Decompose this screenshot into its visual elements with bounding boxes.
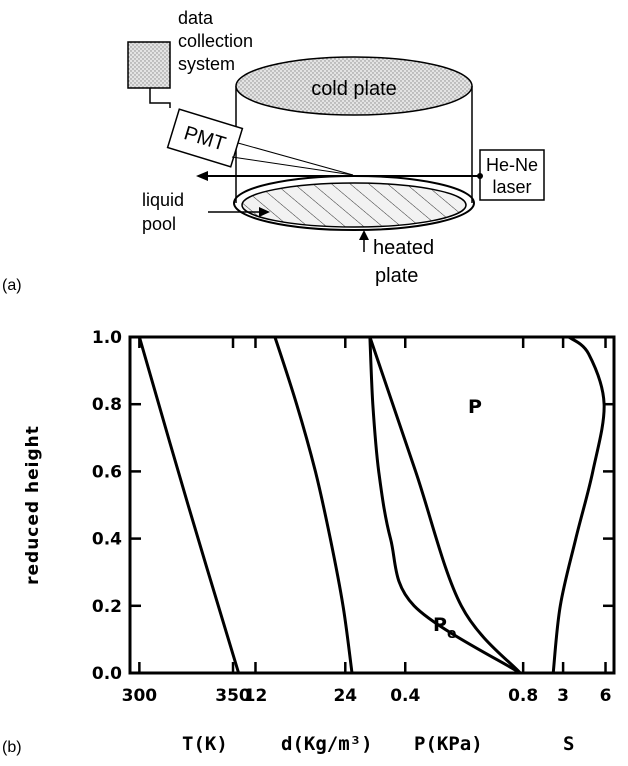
curve-label-p: P [468,396,482,418]
temperature-tick-label-1: 350 [215,686,251,706]
data-collection-label-1: data [178,8,214,28]
temperature-tick-label-0: 300 [122,686,158,706]
laser-label-2: laser [492,177,531,197]
y-tick-label-4: 0.8 [92,395,122,415]
heated-plate-arrowhead [359,230,369,240]
y-tick-label-2: 0.4 [92,530,122,550]
y-tick-label-1: 0.2 [92,597,122,617]
density-tick-label-0: 12 [244,686,268,706]
y-tick-label-5: 1.0 [92,328,122,348]
curve-label-pe-main: P [433,614,447,636]
y-axis: 0.0 0.2 0.4 0.6 0.8 1.0 [92,328,614,684]
pressure-curve-p [368,336,522,675]
plot-frame [128,335,616,675]
y-axis-label: reduced height [23,425,43,585]
pressure-curve-pe [368,336,522,675]
laser-label-1: He-Ne [486,155,538,175]
pmt-ray-1 [237,142,354,176]
heated-plate-label-1: heated [373,237,434,259]
y-tick-label-0: 0.0 [92,664,122,684]
data-collection-label-3: system [178,54,235,74]
pressure-tick-label-0: 0.4 [390,686,420,706]
pressure-tick-label-1: 0.8 [508,686,538,706]
density-curve [273,336,354,674]
data-collection-label-2: collection [178,31,253,51]
entropy-tick-label-1: 6 [600,686,612,706]
x-title-temperature: T(K) [182,733,228,755]
x-title-entropy: S [563,733,574,755]
curve-label-pe: Pe [433,614,456,642]
heated-plate [233,175,475,231]
cold-plate [235,56,473,116]
cold-plate-label: cold plate [311,78,397,100]
pmt-ray-2 [231,156,354,176]
liquid-pool-label-2: pool [142,214,176,234]
laser-box [479,149,545,201]
laser-beam-dot [477,173,483,179]
laser-beam-arrowhead [196,171,208,181]
panel-b-tag: (b) [2,739,22,756]
pmt-box [166,108,244,168]
y-tick-label-3: 0.6 [92,462,122,482]
density-tick-label-1: 24 [333,686,357,706]
panel-a-tag: (a) [2,277,22,294]
liquid-pool [241,182,467,228]
entropy-curve [551,335,606,674]
data-curves [137,335,606,675]
heated-plate-label-2: plate [375,265,418,287]
pool-pointer-arrowhead [259,207,270,217]
liquid-pool-label-1: liquid [142,190,184,210]
curve-label-pe-sub: e [447,626,457,642]
apparatus-diagram: data collection system cold plate PMT He… [2,8,545,294]
data-cable [149,88,171,108]
data-collection-box [127,41,171,89]
x-title-pressure: P(KPa) [414,733,483,755]
entropy-tick-label-0: 3 [557,686,569,706]
x-title-density: d(Kg/m³) [281,733,373,755]
temperature-curve [137,336,241,674]
